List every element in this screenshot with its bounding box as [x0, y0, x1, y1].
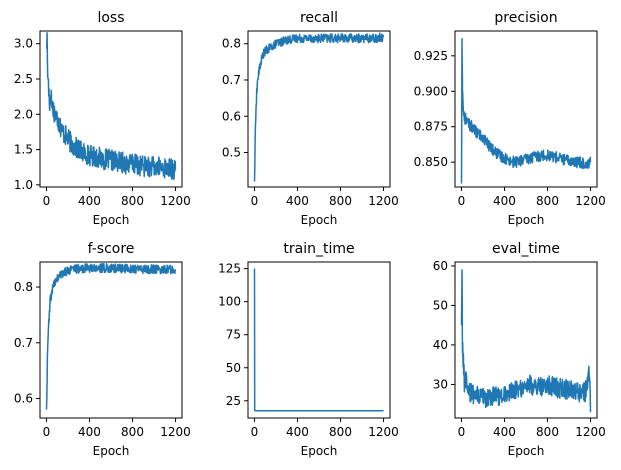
axes-frame [39, 30, 183, 188]
x-tick-label: 0 [251, 425, 259, 439]
y-tick-label: 1.5 [14, 143, 33, 157]
y-tick-label: 0.6 [14, 392, 33, 406]
y-tick-label: 25 [226, 394, 241, 408]
x-tick-label: 1200 [368, 425, 399, 439]
x-axis-label: Epoch [508, 444, 545, 458]
subplot-train_time: 0 400 800 1200 25 50 75 100 125 train_time Epoch [218, 241, 399, 458]
subplot-title: loss [97, 10, 124, 26]
y-tick-label: 40 [433, 338, 448, 352]
x-axis-label: Epoch [508, 213, 545, 227]
x-tick-label: 800 [536, 194, 559, 208]
subplot-title: recall [300, 10, 338, 26]
x-axis-label: Epoch [301, 213, 338, 227]
x-tick-label: 400 [493, 194, 516, 208]
series-line-precision [460, 38, 592, 184]
y-tick-label: 0.900 [414, 84, 448, 98]
y-tick-label: 125 [218, 262, 241, 276]
x-tick-label: 1200 [575, 194, 606, 208]
y-tick-label: 0.8 [222, 37, 241, 51]
y-tick-label: 0.875 [414, 120, 448, 134]
y-tick-label: 0.5 [222, 146, 241, 160]
x-tick-label: 800 [329, 194, 352, 208]
axes-frame [247, 261, 391, 419]
y-tick-label: 0.7 [222, 73, 241, 87]
x-tick-label: 800 [536, 425, 559, 439]
series-line-eval_time [460, 269, 592, 413]
axes-frame [247, 30, 391, 188]
x-axis-label: Epoch [93, 213, 130, 227]
y-tick-label: 1.0 [14, 178, 33, 192]
x-tick-label: 1200 [368, 194, 399, 208]
series-line-loss [45, 32, 177, 181]
subplot-title: precision [494, 10, 557, 26]
y-tick-label: 0.7 [14, 336, 33, 350]
subplot-precision: 0 400 800 1200 0.850 0.875 0.900 0.925 precision… [414, 10, 606, 227]
series-line-train_time [253, 268, 384, 412]
series-line-f-score [45, 262, 177, 410]
axes-frame [39, 261, 183, 419]
y-tick-label: 100 [218, 295, 241, 309]
subplot-eval_time: 0 400 800 1200 30 40 50 60 eval_time Epoch [433, 241, 606, 458]
y-tick-label: 3.0 [14, 37, 33, 51]
y-tick-label: 50 [226, 361, 241, 375]
axes-frame [454, 30, 598, 188]
x-tick-label: 400 [78, 194, 101, 208]
x-tick-label: 1200 [575, 425, 606, 439]
y-tick-label: 0.850 [414, 155, 448, 169]
y-tick-label: 75 [226, 328, 241, 342]
x-tick-label: 400 [493, 425, 516, 439]
y-tick-label: 30 [433, 377, 448, 391]
x-tick-label: 800 [121, 194, 144, 208]
y-tick-label: 0.6 [222, 109, 241, 123]
x-tick-label: 1200 [160, 194, 191, 208]
x-axis-label: Epoch [93, 444, 130, 458]
axes-frame [454, 261, 598, 419]
series-line-recall [253, 32, 385, 182]
subplot-loss: 0 400 800 1200 1.0 1.5 2.0 2.5 3.0 loss Epoch [14, 10, 191, 227]
x-tick-label: 0 [458, 425, 466, 439]
subplot-f-score: 0 400 800 1200 0.6 0.7 0.8 f-score Epoch [14, 241, 191, 458]
x-tick-label: 0 [251, 194, 259, 208]
subplot-title: eval_time [492, 241, 560, 257]
x-axis-label: Epoch [301, 444, 338, 458]
x-tick-label: 400 [286, 194, 309, 208]
subplot-recall: 0 400 800 1200 0.5 0.6 0.7 0.8 recall Epoch [222, 10, 399, 227]
x-tick-label: 400 [286, 425, 309, 439]
y-tick-label: 60 [433, 259, 448, 273]
x-tick-label: 0 [43, 194, 51, 208]
x-tick-label: 800 [329, 425, 352, 439]
x-tick-label: 0 [43, 425, 51, 439]
y-tick-label: 0.8 [14, 280, 33, 294]
y-tick-label: 50 [433, 298, 448, 312]
y-tick-label: 0.925 [414, 49, 448, 63]
y-tick-label: 2.5 [14, 72, 33, 86]
x-tick-label: 800 [121, 425, 144, 439]
subplot-title: train_time [283, 241, 354, 257]
subplot-title: f-score [88, 241, 135, 257]
x-tick-label: 1200 [160, 425, 191, 439]
y-tick-label: 2.0 [14, 107, 33, 121]
x-tick-label: 0 [458, 194, 466, 208]
x-tick-label: 400 [78, 425, 101, 439]
